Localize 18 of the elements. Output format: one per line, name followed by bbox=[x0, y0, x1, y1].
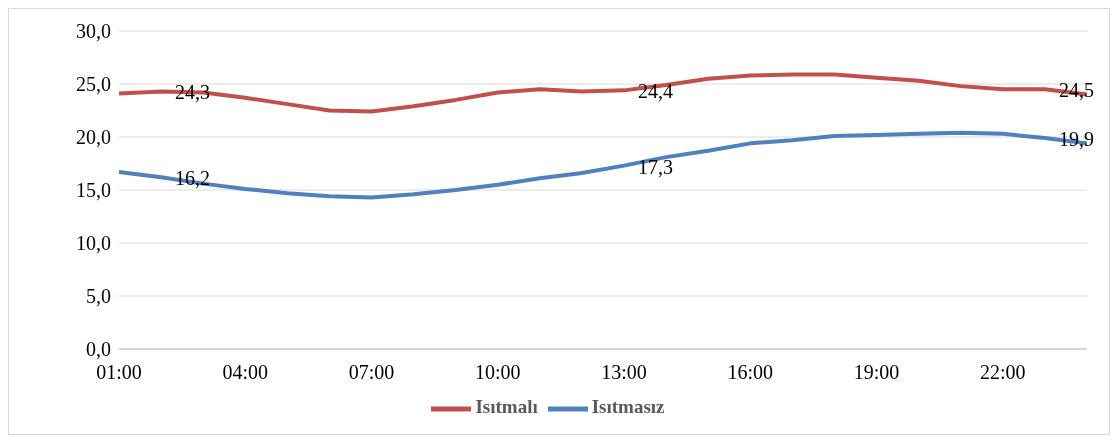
x-tick-label: 01:00 bbox=[96, 361, 142, 384]
y-tick-label: 25,0 bbox=[76, 73, 111, 96]
y-tick-label: 10,0 bbox=[76, 232, 111, 255]
x-tick-label: 10:00 bbox=[475, 361, 521, 384]
x-tick-label: 22:00 bbox=[980, 361, 1026, 384]
legend-label: Isıtmalı bbox=[475, 395, 538, 417]
y-tick-label: 20,0 bbox=[76, 126, 111, 149]
data-label: 17,3 bbox=[638, 155, 674, 178]
y-tick-label: 5,0 bbox=[86, 285, 111, 308]
y-tick-label: 15,0 bbox=[76, 179, 111, 202]
x-tick-label: 13:00 bbox=[601, 361, 647, 384]
x-tick-label: 19:00 bbox=[853, 361, 900, 384]
x-tick-label: 16:00 bbox=[727, 361, 774, 384]
y-tick-label: 0,0 bbox=[86, 338, 111, 361]
x-tick-label: 04:00 bbox=[222, 361, 269, 384]
legend-label: Isıtmasız bbox=[591, 395, 665, 417]
x-tick-label: 07:00 bbox=[348, 361, 395, 384]
y-tick-label: 30,0 bbox=[76, 20, 111, 43]
